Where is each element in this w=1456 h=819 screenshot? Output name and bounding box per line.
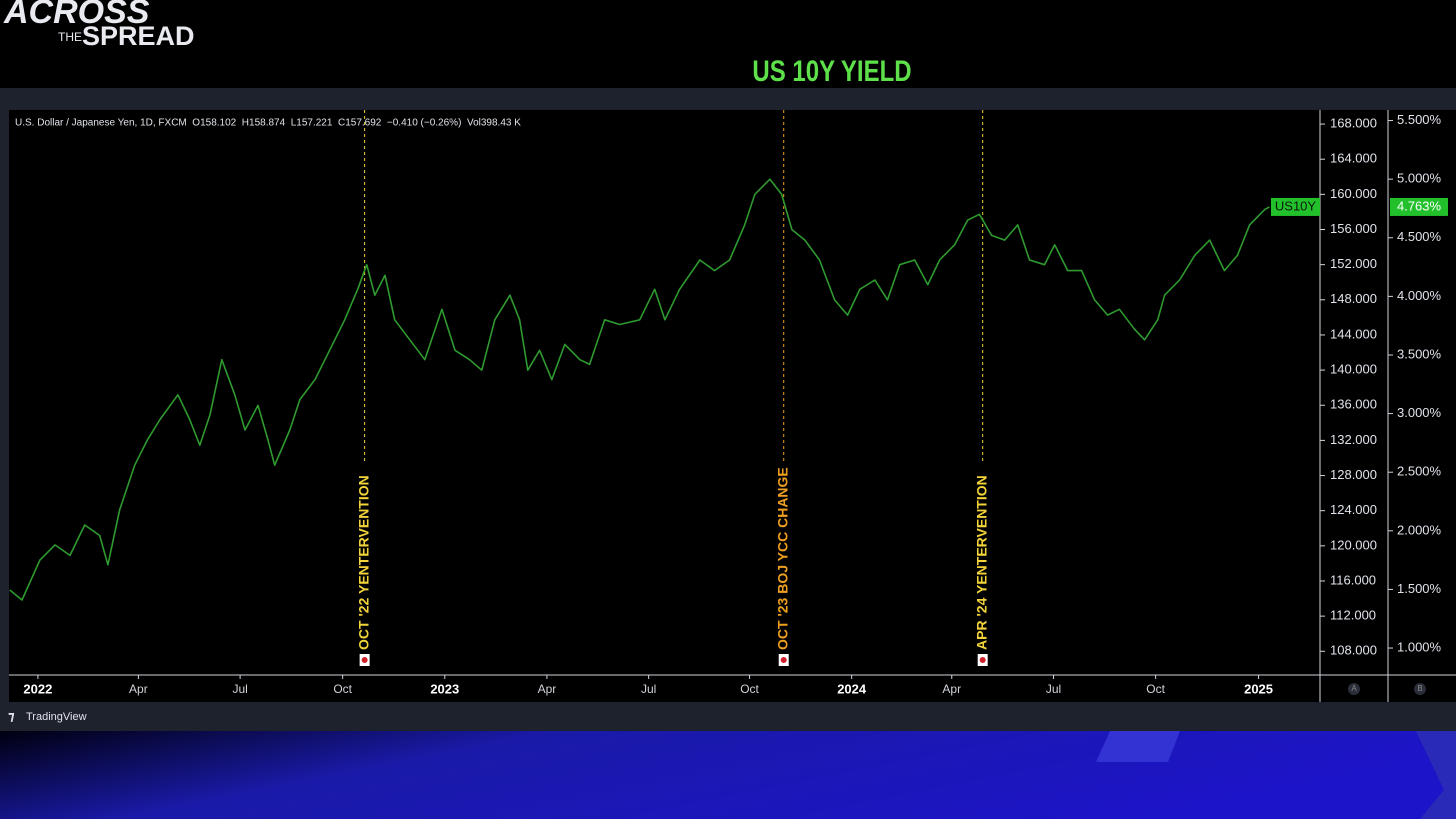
axis-badge[interactable]: [1348, 683, 1360, 695]
x-tick-label: Jul: [232, 682, 247, 696]
y2-tick-label: 4.500%: [1397, 229, 1442, 244]
series-name-badge: [1271, 197, 1320, 216]
y-tick-label: 140.000: [1330, 362, 1377, 377]
x-tick-label: Oct: [1146, 682, 1165, 696]
event-flag-dot: [979, 657, 986, 663]
decoration: [1416, 731, 1456, 819]
y-tick-label: 148.000: [1330, 291, 1377, 306]
y2-tick-label: 2.000%: [1397, 522, 1442, 537]
x-tick-label: Oct: [740, 682, 759, 696]
y2-tick-label: 1.000%: [1397, 639, 1442, 654]
y-tick-label: 128.000: [1330, 467, 1377, 482]
footer-icon: ⁊: [8, 708, 15, 723]
y2-tick-label: 3.000%: [1397, 405, 1442, 420]
bottom-strip: [0, 702, 1456, 731]
event-flag-dot: [361, 657, 368, 663]
x-tick-label: Jul: [1046, 682, 1061, 696]
left-strip: [0, 110, 9, 702]
x-tick-label: Jul: [641, 682, 656, 696]
y-tick-label: 124.000: [1330, 502, 1377, 517]
y-tick-label: 144.000: [1330, 326, 1377, 341]
axis-badge-label: A: [1351, 684, 1357, 693]
x-tick-label: Apr: [538, 682, 557, 696]
series-line: [9, 178, 1270, 601]
footer-logo[interactable]: TradingView: [26, 711, 87, 723]
y-tick-label: 112.000: [1330, 608, 1376, 623]
footer-background: [0, 731, 1456, 819]
y-tick-label: 168.000: [1330, 115, 1377, 130]
brand: SPREAD: [82, 21, 195, 51]
x-tick-label: 2022: [23, 681, 52, 696]
value-label: 4.763%: [1397, 198, 1442, 213]
axis-badge-label: B: [1417, 684, 1422, 693]
y2-tick-label: 1.500%: [1397, 581, 1442, 596]
event-label: OCT '23 BOJ YCC CHANGE: [774, 467, 790, 650]
event-label: OCT '22 YENTERVENTION: [355, 475, 371, 650]
top-strip: [0, 88, 1456, 110]
y-tick-label: 160.000: [1330, 186, 1377, 201]
y2-tick-label: 5.500%: [1397, 112, 1442, 127]
x-tick-label: 2023: [430, 681, 459, 696]
event-label: APR '24 YENTERVENTION: [973, 475, 989, 650]
chart-title: US 10Y YIELD: [752, 53, 911, 87]
brand: THE: [58, 30, 82, 44]
x-tick-label: Oct: [333, 682, 352, 696]
y-tick-label: 164.000: [1330, 151, 1377, 166]
decoration: [1096, 731, 1180, 762]
y-tick-label: 108.000: [1330, 643, 1377, 658]
axis-badge[interactable]: [1414, 683, 1426, 695]
series-name: US10Y: [1275, 198, 1317, 213]
y-tick-label: 136.000: [1330, 397, 1377, 412]
brand: ACROSS: [3, 0, 150, 31]
y2-tick-label: 3.500%: [1397, 346, 1442, 361]
x-tick-label: 2024: [837, 681, 867, 696]
y2-tick-label: 5.000%: [1397, 171, 1442, 186]
y-tick-label: 152.000: [1330, 256, 1377, 271]
x-tick-label: 2025: [1244, 681, 1273, 696]
y-tick-label: 156.000: [1330, 221, 1377, 236]
y-tick-label: 132.000: [1330, 432, 1377, 447]
y-tick-label: 116.000: [1330, 572, 1376, 587]
value-label-badge: [1390, 197, 1448, 216]
y-tick-label: 120.000: [1330, 537, 1377, 552]
event-flag-dot: [780, 657, 787, 663]
x-tick-label: Apr: [942, 682, 961, 696]
header-info: U.S. Dollar / Japanese Yen, 1D, FXCM O15…: [15, 118, 521, 129]
y2-tick-label: 2.500%: [1397, 464, 1442, 479]
x-tick-label: Apr: [129, 682, 148, 696]
y2-tick-label: 4.000%: [1397, 288, 1442, 303]
